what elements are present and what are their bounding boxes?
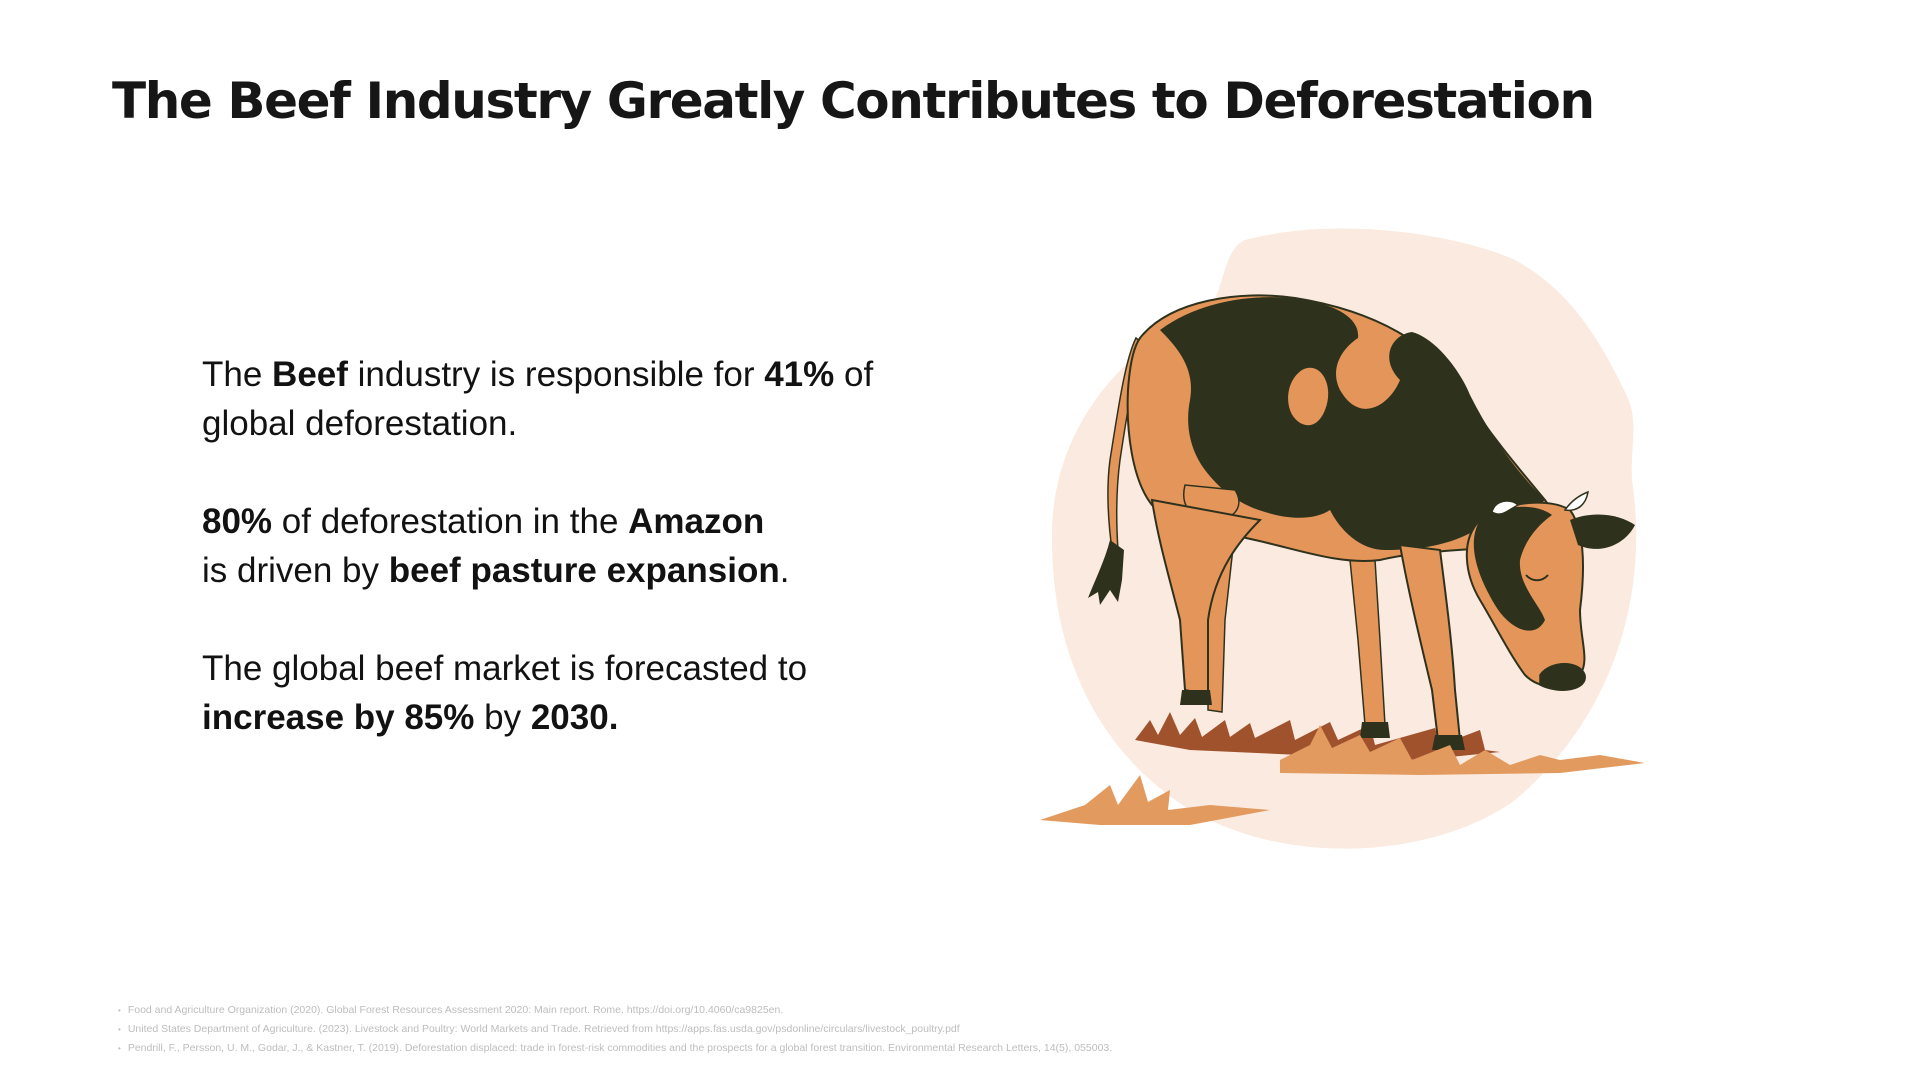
cow-spot-back bbox=[1160, 297, 1545, 550]
cow-nose bbox=[1539, 663, 1586, 691]
reference-item: Food and Agriculture Organization (2020)… bbox=[118, 1001, 1112, 1020]
cow-spot-shoulder bbox=[1288, 367, 1329, 426]
point-beef-share: The Beef industry is responsible for 41%… bbox=[202, 355, 874, 443]
cow-head-spot bbox=[1473, 506, 1552, 631]
body-text: The Beef industry is responsible for 41%… bbox=[202, 350, 922, 791]
cow-hooves bbox=[1180, 690, 1465, 750]
cow-illustration bbox=[1040, 220, 1720, 870]
point-market-forecast: The global beef market is forecasted to … bbox=[202, 649, 808, 737]
slide-title: The Beef Industry Greatly Contributes to… bbox=[112, 72, 1595, 130]
point-amazon: 80% of deforestation in the Amazon is dr… bbox=[202, 502, 790, 590]
ground-grass-near bbox=[1040, 725, 1645, 825]
cow-tail-tuft bbox=[1088, 540, 1124, 605]
reference-item: United States Department of Agriculture.… bbox=[118, 1020, 1112, 1039]
cow-horn bbox=[1491, 490, 1589, 515]
cow-eye bbox=[1525, 574, 1549, 582]
references-list: Food and Agriculture Organization (2020)… bbox=[118, 1001, 1112, 1058]
grazing-cow-icon bbox=[1040, 228, 1645, 849]
reference-item: Pendrill, F., Persson, U. M., Godar, J.,… bbox=[118, 1039, 1112, 1058]
cow-ear bbox=[1570, 514, 1635, 549]
